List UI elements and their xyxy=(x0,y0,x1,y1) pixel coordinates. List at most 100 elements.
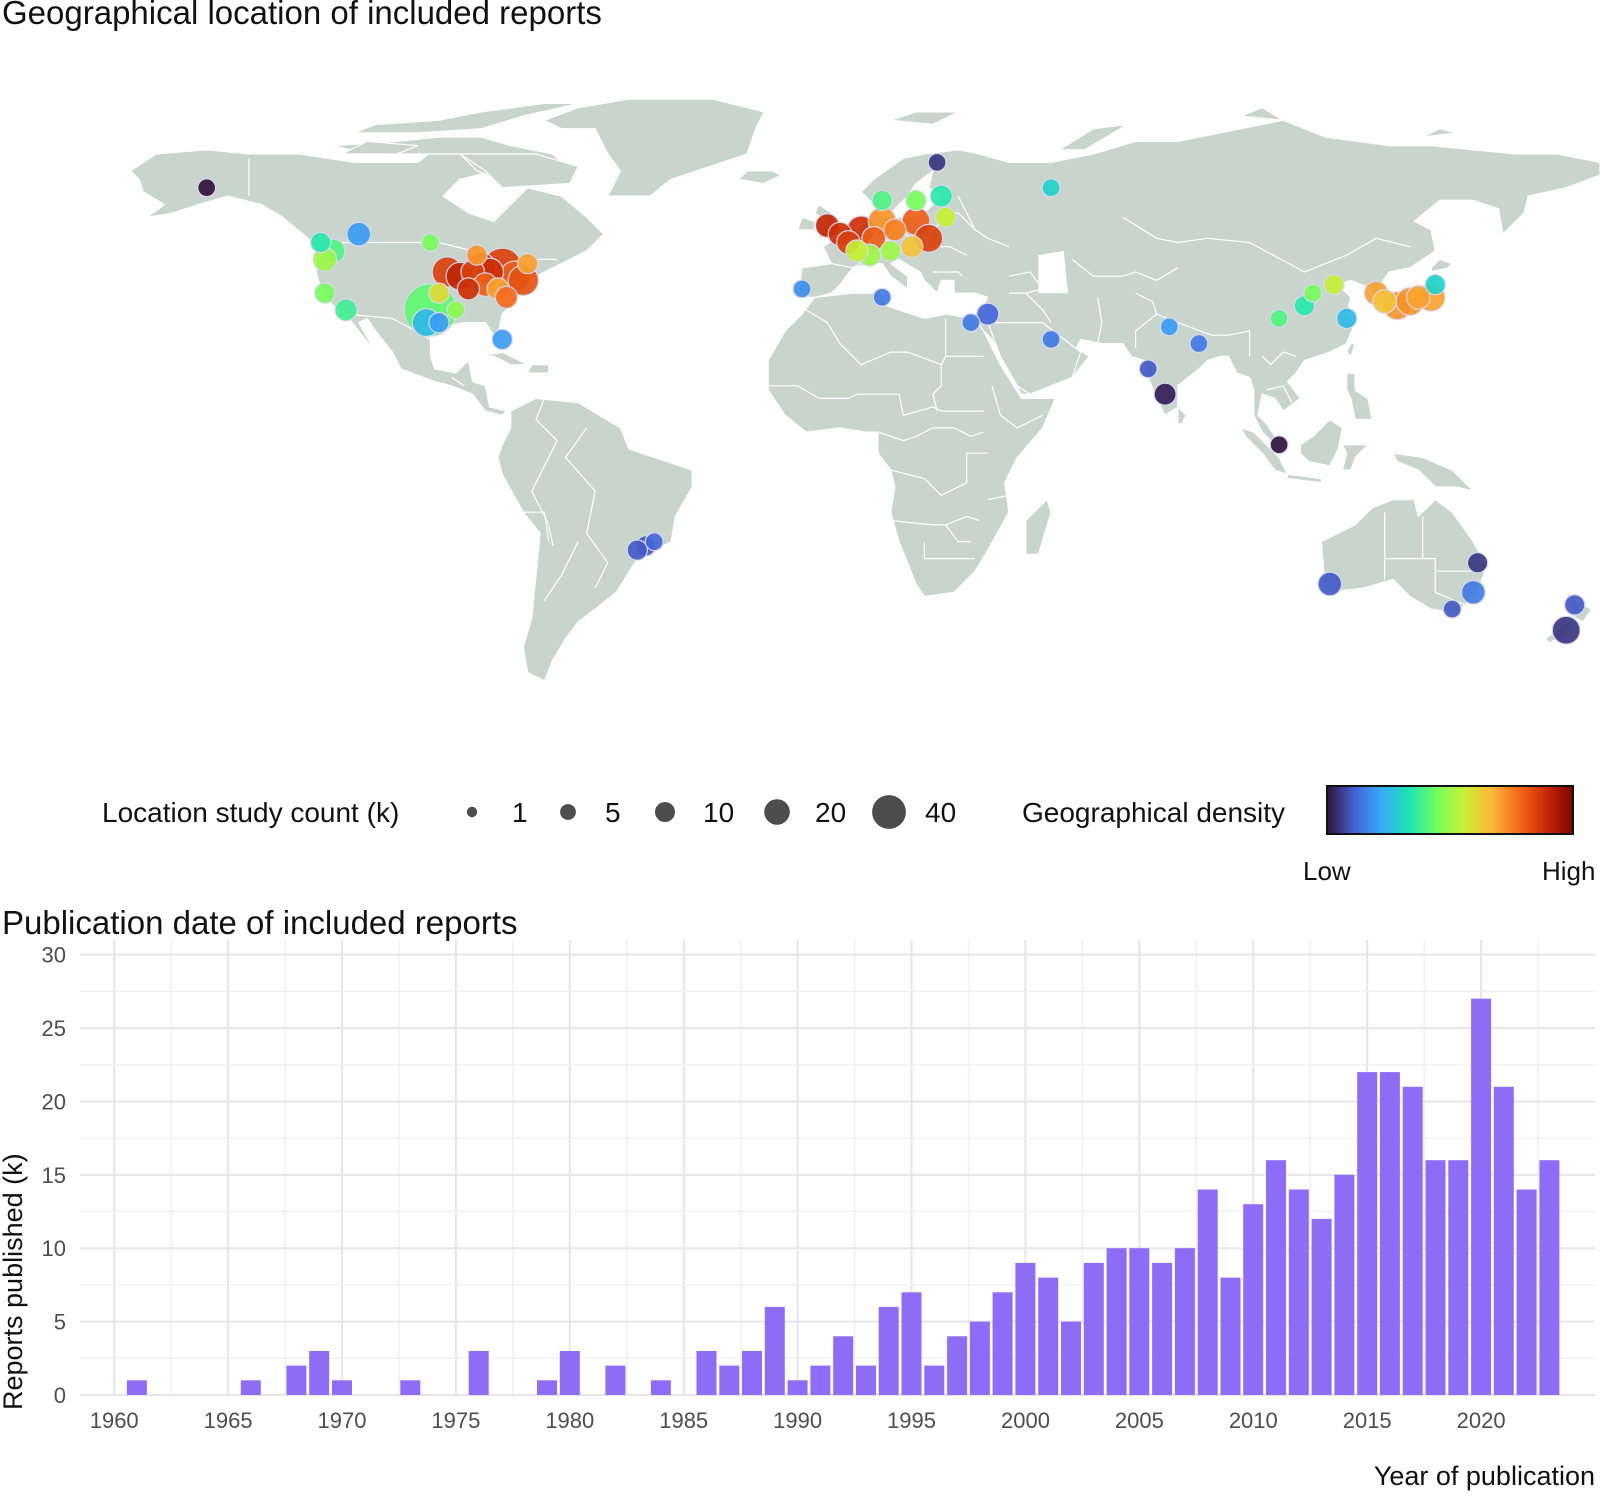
bar xyxy=(286,1365,307,1395)
density-high-label: High xyxy=(1542,856,1595,886)
south-america-land xyxy=(497,397,693,682)
map-point xyxy=(872,287,892,307)
new-guinea-land xyxy=(1392,452,1476,493)
map-legend: Location study count (k) 1 5 10 20 40 Geogra… xyxy=(102,785,1595,886)
x-tick-label: 1975 xyxy=(431,1408,480,1433)
map-point xyxy=(428,311,450,334)
bar xyxy=(605,1365,626,1395)
map-point xyxy=(428,282,450,304)
bar xyxy=(1448,1160,1469,1395)
bar xyxy=(468,1351,489,1395)
map-point xyxy=(197,178,217,198)
border-line xyxy=(957,195,976,231)
size-legend-title: Location study count (k) xyxy=(102,797,399,828)
size-legend-dot xyxy=(466,806,478,818)
y-tick-label: 30 xyxy=(42,943,66,968)
bar xyxy=(126,1380,147,1395)
map-point xyxy=(456,277,480,301)
bar xyxy=(878,1306,899,1395)
map-point xyxy=(420,233,440,253)
map-point xyxy=(346,221,372,247)
baffin-land xyxy=(458,153,580,189)
bar xyxy=(1311,1218,1332,1395)
bar xyxy=(1357,1072,1378,1395)
map-point xyxy=(1189,334,1209,354)
chart-bars xyxy=(126,998,1560,1395)
sumatra-land xyxy=(1239,426,1289,476)
x-axis-title: Year of publication xyxy=(1374,1461,1595,1491)
x-tick-label: 1995 xyxy=(887,1408,936,1433)
border-line xyxy=(932,355,984,412)
bar xyxy=(240,1380,261,1395)
size-legend-dot xyxy=(560,804,576,820)
hispaniola-land xyxy=(526,364,550,374)
arctic-islands-2-land xyxy=(354,102,579,134)
taiwan-land xyxy=(1345,343,1356,358)
world-map xyxy=(129,98,1600,682)
bar xyxy=(1197,1189,1218,1395)
bar xyxy=(537,1380,557,1395)
bar xyxy=(1516,1189,1537,1395)
x-tick-label: 2020 xyxy=(1457,1408,1506,1433)
bar xyxy=(400,1380,421,1395)
density-low-label: Low xyxy=(1303,856,1351,886)
bar xyxy=(1493,1086,1514,1395)
caspian-gap-water xyxy=(1038,250,1068,294)
bar xyxy=(719,1365,740,1395)
size-legend-label: 5 xyxy=(605,797,621,828)
x-axis-ticks: 1960 1965 1970 1975 1980 1985 1990 1995 2000 2005… xyxy=(90,1408,1506,1433)
map-point xyxy=(929,184,953,208)
map-point xyxy=(446,300,466,320)
border-line xyxy=(1025,292,1052,323)
map-point xyxy=(1041,178,1061,198)
philippines-land xyxy=(1346,372,1373,421)
map-point xyxy=(871,189,893,212)
hokkaido-land xyxy=(1430,258,1454,273)
map-point xyxy=(1460,579,1486,605)
map-point xyxy=(883,218,907,242)
y-axis-ticks: 0 5 10 15 20 25 30 xyxy=(42,943,66,1408)
map-point xyxy=(1303,283,1323,303)
border-line xyxy=(451,376,465,387)
bar xyxy=(901,1292,922,1395)
map-point xyxy=(314,282,336,304)
severnaya-land xyxy=(1240,106,1284,121)
map-point xyxy=(1317,571,1343,597)
bar xyxy=(650,1380,671,1395)
border-line xyxy=(1071,258,1179,282)
border-line xyxy=(877,427,984,442)
bar xyxy=(1334,1174,1355,1395)
map-points xyxy=(197,152,1586,645)
bar xyxy=(1471,998,1492,1395)
bar xyxy=(787,1380,808,1395)
madagascar-land xyxy=(1025,498,1052,555)
border-line xyxy=(1435,591,1466,606)
x-tick-label: 1980 xyxy=(545,1408,594,1433)
bar xyxy=(947,1336,968,1395)
borneo-land xyxy=(1299,418,1344,467)
bar xyxy=(742,1351,762,1395)
map-point xyxy=(334,298,358,322)
bar xyxy=(1402,1086,1423,1395)
victoria-land xyxy=(341,140,419,155)
border-line xyxy=(1207,237,1411,273)
map-point xyxy=(1372,289,1398,314)
border-line xyxy=(890,452,988,497)
sri-lanka-land xyxy=(1177,405,1187,425)
bar xyxy=(332,1380,352,1395)
map-point xyxy=(1424,273,1447,296)
bar xyxy=(696,1351,717,1395)
map-point xyxy=(1405,284,1431,310)
land-masses xyxy=(129,98,1600,682)
bar xyxy=(1379,1072,1400,1395)
bar xyxy=(1539,1160,1560,1395)
size-legend-label: 10 xyxy=(703,797,734,828)
map-point xyxy=(310,231,332,254)
novaya-zemlya-land xyxy=(1057,123,1128,151)
border-line xyxy=(945,524,971,543)
map-point xyxy=(1466,552,1489,574)
map-point xyxy=(1563,594,1586,616)
y-tick-label: 25 xyxy=(42,1016,66,1041)
map-point xyxy=(1269,308,1289,328)
border-line xyxy=(1266,385,1293,403)
